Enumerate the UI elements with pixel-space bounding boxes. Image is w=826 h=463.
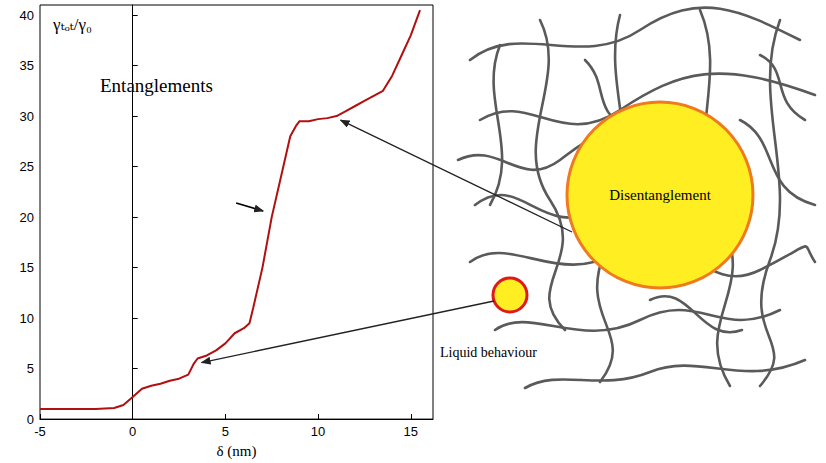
svg-text:10: 10: [20, 311, 34, 326]
svg-text:Disentanglement: Disentanglement: [609, 187, 711, 203]
svg-text:20: 20: [20, 210, 34, 225]
svg-text:5: 5: [222, 424, 229, 439]
svg-text:15: 15: [404, 424, 418, 439]
svg-text:γₜₒₜ/γ₀: γₜₒₜ/γ₀: [52, 15, 92, 34]
svg-text:δ (nm): δ (nm): [217, 443, 257, 460]
svg-text:15: 15: [20, 260, 34, 275]
svg-text:30: 30: [20, 109, 34, 124]
svg-text:0: 0: [27, 412, 34, 427]
svg-text:5: 5: [27, 361, 34, 376]
svg-text:35: 35: [20, 58, 34, 73]
svg-text:25: 25: [20, 159, 34, 174]
svg-text:Liquid behaviour: Liquid behaviour: [440, 345, 537, 360]
svg-text:0: 0: [129, 424, 136, 439]
svg-text:Entanglements: Entanglements: [100, 75, 213, 96]
svg-text:10: 10: [311, 424, 325, 439]
svg-text:-5: -5: [34, 424, 46, 439]
svg-text:40: 40: [20, 8, 34, 23]
